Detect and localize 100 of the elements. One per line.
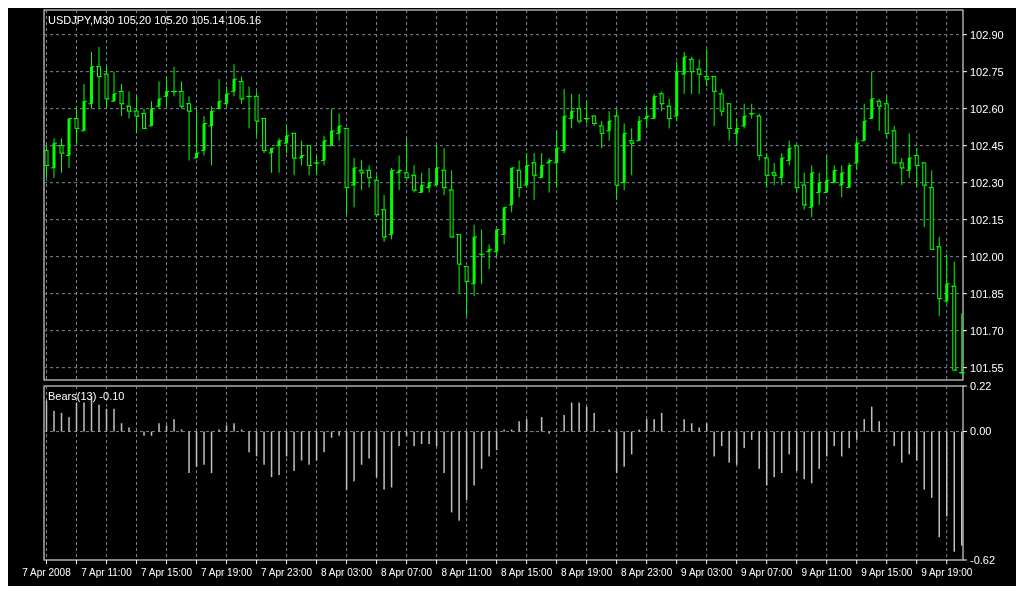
candlestick — [74, 105, 79, 144]
candlestick — [794, 145, 799, 194]
candlestick — [899, 157, 904, 186]
candlestick — [937, 236, 942, 317]
candlestick — [404, 137, 409, 179]
y-tick-label: 0.22 — [970, 379, 992, 392]
x-tick-label: 7 Apr 23:00 — [260, 567, 313, 578]
candlestick — [929, 169, 934, 250]
candlestick — [877, 98, 882, 132]
candlestick — [742, 103, 746, 129]
x-tick-label: 9 Apr 03:00 — [681, 567, 733, 578]
candlestick — [487, 243, 491, 270]
candlestick — [892, 125, 897, 164]
candlestick — [472, 224, 476, 297]
candlestick — [374, 174, 379, 218]
candlestick — [780, 152, 784, 186]
x-tick-label: 8 Apr 23:00 — [621, 567, 673, 578]
candlestick — [614, 108, 619, 201]
candlestick — [449, 169, 454, 238]
candlestick — [127, 90, 132, 120]
y-tick-label: 101.55 — [970, 361, 1004, 374]
candlestick — [832, 164, 836, 184]
candlestick — [217, 78, 221, 110]
candlestick — [412, 164, 417, 194]
candlestick — [884, 95, 889, 139]
candlestick — [840, 164, 844, 198]
candlestick — [277, 137, 281, 174]
x-tick-label: 8 Apr 15:00 — [501, 567, 553, 578]
chart-title: USDJPY,M30 105.20 105.20 105.14 105.16 — [48, 14, 262, 26]
candlestick — [659, 90, 664, 112]
candlestick — [622, 122, 626, 191]
y-tick-label: 102.15 — [970, 213, 1004, 226]
candlestick — [134, 95, 139, 134]
candlestick — [322, 135, 326, 166]
y-tick-label: 101.70 — [970, 324, 1004, 337]
y-tick-label: 0.00 — [970, 425, 992, 438]
candlestick — [97, 46, 102, 110]
candlestick — [562, 88, 566, 154]
candlestick — [945, 253, 949, 305]
candlestick — [787, 140, 791, 166]
candlestick — [952, 261, 957, 371]
candlestick — [382, 194, 387, 243]
x-tick-label: 8 Apr 19:00 — [561, 567, 613, 578]
candlestick — [104, 66, 109, 110]
candlestick — [667, 98, 672, 129]
candlestick — [352, 157, 356, 208]
candlestick — [682, 51, 686, 95]
candlestick — [532, 152, 537, 201]
candlestick — [202, 115, 206, 157]
candlestick — [712, 76, 717, 127]
candlestick — [689, 56, 694, 95]
chart-title: Bears(13) -0.10 — [48, 390, 125, 402]
x-tick-label: 9 Apr 11:00 — [801, 567, 853, 578]
x-tick-label: 7 Apr 11:00 — [81, 567, 133, 578]
x-tick-label: 9 Apr 15:00 — [861, 567, 913, 578]
candlestick — [772, 162, 777, 186]
candlestick — [307, 145, 312, 176]
x-tick-label: 7 Apr 2008 — [22, 567, 72, 578]
candlestick — [239, 76, 244, 105]
candlestick — [547, 157, 551, 194]
x-tick-label: 8 Apr 11:00 — [441, 567, 493, 578]
candlestick — [757, 113, 762, 161]
y-tick-label: 102.60 — [970, 102, 1004, 115]
candlestick — [179, 81, 184, 110]
candlestick — [262, 118, 267, 154]
y-tick-label: 102.45 — [970, 139, 1004, 152]
y-tick-label: 101.85 — [970, 287, 1004, 300]
candlestick — [862, 103, 866, 142]
candlestick — [142, 108, 147, 129]
candlestick — [232, 63, 236, 97]
y-tick-label: 102.90 — [970, 28, 1004, 41]
candlestick — [187, 95, 192, 161]
x-tick-label: 9 Apr 19:00 — [921, 567, 973, 578]
candlestick — [502, 206, 506, 245]
candlestick — [157, 81, 161, 110]
candlestick — [112, 71, 116, 102]
candlestick — [359, 159, 364, 191]
candlestick — [457, 233, 462, 295]
candlestick — [427, 167, 431, 194]
candlestick — [825, 155, 829, 194]
candlestick — [52, 137, 56, 179]
candlestick — [727, 103, 732, 142]
candlestick — [764, 152, 769, 189]
candlestick — [292, 132, 297, 176]
candlestick — [847, 162, 851, 189]
candlestick — [517, 159, 522, 198]
candlestick — [67, 118, 71, 169]
candlestick — [82, 83, 86, 132]
candlestick — [697, 58, 702, 95]
candlestick — [464, 266, 469, 317]
candlestick — [59, 137, 64, 174]
candlestick — [719, 88, 724, 117]
x-tick-label: 8 Apr 03:00 — [321, 567, 373, 578]
candlestick — [344, 127, 349, 216]
candlestick — [802, 172, 807, 211]
candlestick — [907, 132, 911, 179]
y-tick-label: 102.75 — [970, 65, 1004, 78]
y-tick-label: 102.30 — [970, 176, 1004, 189]
x-tick-label: 8 Apr 07:00 — [381, 567, 433, 578]
candlestick — [442, 147, 447, 196]
